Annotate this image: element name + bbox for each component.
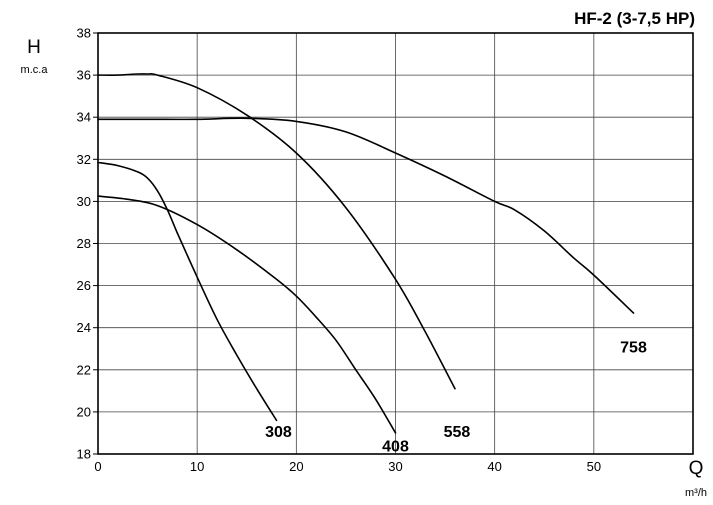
curve-label-308: 308 [265,424,292,441]
curve-label-558: 558 [444,424,471,441]
tick-labels: 0 10 20 30 40 50 18 20 22 24 26 28 30 32 34 36 38 [77,26,602,475]
x-tick-label: 20 [289,459,303,474]
curves [97,72,635,434]
curve-408 [97,195,397,434]
y-tick-label: 34 [77,110,91,125]
x-tick-label: 30 [388,459,402,474]
curve-558 [97,72,456,390]
y-tick-label: 26 [77,278,91,293]
x-tick-label: 10 [190,459,204,474]
y-tick-label: 20 [77,404,91,419]
y-tick-label: 32 [77,152,91,167]
y-tick-label: 22 [77,362,91,377]
curve-label-408: 408 [382,439,409,456]
y-tick-label: 24 [77,320,91,335]
y-tick-label: 30 [77,194,91,209]
grid [93,32,693,455]
curve-308 [97,161,278,422]
x-tick-label: 0 [94,459,101,474]
x-axis-label: Q [689,458,704,479]
y-tick-label: 38 [77,26,91,41]
x-tick-label: 50 [587,459,601,474]
plot-frame [97,32,694,455]
x-tick-label: 40 [487,459,501,474]
curve-label-758: 758 [620,340,647,357]
y-tick-label: 36 [77,68,91,83]
y-axis-unit: m.c.a [21,64,49,76]
y-axis-label: H [27,37,41,58]
x-axis-unit: m³/h [685,487,707,499]
chart-title: HF-2 (3-7,5 HP) [574,9,695,28]
y-tick-label: 28 [77,236,91,251]
curve-758 [97,117,635,314]
y-tick-label: 18 [77,447,91,462]
curve-labels: 308 408 558 758 [265,340,647,456]
